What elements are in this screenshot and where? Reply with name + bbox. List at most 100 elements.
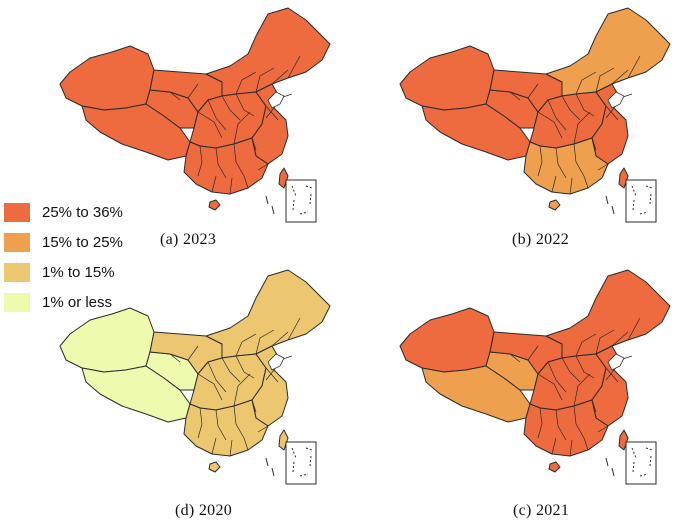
province-border bbox=[251, 399, 257, 413]
province-border bbox=[573, 111, 591, 145]
south-china-sea-inset bbox=[625, 441, 657, 485]
coast-dashes bbox=[605, 195, 615, 215]
province-border bbox=[561, 95, 581, 121]
region-xinjiang bbox=[399, 307, 495, 373]
legend-label: 1% to 15% bbox=[42, 264, 115, 281]
region-north bbox=[545, 269, 671, 359]
province-border bbox=[255, 329, 275, 355]
province-border bbox=[605, 107, 615, 119]
province-border bbox=[597, 163, 609, 171]
province-border bbox=[211, 175, 217, 193]
province-border bbox=[605, 105, 619, 121]
province-border bbox=[555, 147, 567, 179]
province-border bbox=[243, 175, 249, 189]
region-north bbox=[545, 7, 671, 97]
province-border bbox=[537, 407, 543, 439]
province-border bbox=[221, 357, 241, 383]
province-border bbox=[243, 437, 249, 451]
south-china-sea-inset bbox=[625, 179, 657, 223]
province-border bbox=[527, 83, 539, 99]
china-map-2020 bbox=[59, 269, 331, 485]
bohai-bay bbox=[267, 91, 285, 109]
province-border bbox=[229, 177, 233, 195]
province-border bbox=[595, 329, 615, 355]
legend-item-25-36: 25% to 36% bbox=[4, 203, 164, 225]
caption-2022: (b) 2022 bbox=[512, 231, 570, 248]
province-border bbox=[233, 373, 251, 407]
province-border bbox=[197, 407, 203, 439]
region-xinjiang bbox=[59, 45, 155, 111]
province-border bbox=[287, 55, 301, 79]
province-border bbox=[197, 111, 223, 139]
region-xinjiang bbox=[59, 307, 155, 373]
province-border bbox=[271, 69, 289, 85]
province-border bbox=[235, 93, 255, 117]
province-border bbox=[187, 345, 199, 361]
province-border bbox=[257, 425, 269, 433]
region-north bbox=[205, 7, 331, 97]
bohai-bay bbox=[267, 353, 285, 371]
province-border bbox=[509, 353, 521, 363]
legend-label: 15% to 25% bbox=[42, 234, 123, 251]
province-border bbox=[627, 317, 641, 341]
bohai-bay bbox=[607, 91, 625, 109]
province-border bbox=[575, 71, 597, 95]
province-border bbox=[221, 95, 241, 121]
legend-item-1-15: 1% to 15% bbox=[4, 263, 164, 285]
province-border bbox=[583, 437, 589, 451]
province-border bbox=[229, 439, 233, 457]
coast-dashes bbox=[265, 195, 275, 215]
caption-2020: (d) 2020 bbox=[175, 502, 233, 519]
province-border bbox=[627, 55, 641, 79]
legend-item-1-or-less: 1% or less bbox=[4, 293, 164, 315]
region-xinjiang bbox=[399, 45, 495, 111]
province-border bbox=[573, 373, 591, 407]
province-border bbox=[537, 373, 563, 401]
map-panel-2021 bbox=[370, 262, 680, 502]
province-border bbox=[187, 83, 199, 99]
coast-dashes bbox=[265, 457, 275, 477]
island bbox=[208, 199, 221, 211]
legend-swatch bbox=[4, 293, 30, 312]
province-border bbox=[233, 405, 245, 439]
caption-2021: (c) 2021 bbox=[513, 502, 570, 519]
south-china-sea-inset bbox=[285, 441, 317, 485]
province-border bbox=[583, 175, 589, 189]
province-border bbox=[233, 111, 251, 145]
province-border bbox=[207, 99, 227, 131]
province-border bbox=[211, 437, 217, 455]
china-map-2023 bbox=[59, 7, 331, 223]
legend-label: 1% or less bbox=[42, 294, 113, 311]
legend-swatch bbox=[4, 233, 30, 252]
province-border bbox=[235, 355, 255, 379]
province-border bbox=[197, 145, 203, 177]
province-border bbox=[257, 163, 269, 171]
map-panel-2023 bbox=[30, 0, 340, 240]
province-border bbox=[235, 71, 257, 95]
bohai-bay bbox=[607, 353, 625, 371]
island bbox=[208, 461, 221, 473]
province-border bbox=[537, 111, 563, 139]
province-border bbox=[537, 145, 543, 177]
province-border bbox=[509, 91, 521, 101]
province-border bbox=[251, 137, 257, 151]
province-border bbox=[547, 361, 567, 393]
province-border bbox=[575, 333, 597, 357]
map-panel-2020 bbox=[30, 262, 340, 502]
province-border bbox=[287, 317, 301, 341]
province-border bbox=[595, 67, 615, 93]
province-border bbox=[561, 357, 581, 383]
province-border bbox=[551, 175, 557, 193]
province-border bbox=[555, 409, 567, 441]
province-border bbox=[169, 353, 181, 363]
province-border bbox=[611, 69, 629, 85]
province-border bbox=[575, 355, 595, 379]
region-north bbox=[205, 269, 331, 359]
legend-label: 25% to 36% bbox=[42, 204, 123, 221]
province-border bbox=[265, 369, 275, 381]
province-border bbox=[575, 93, 595, 117]
china-map-2021 bbox=[399, 269, 671, 485]
province-border bbox=[573, 143, 585, 177]
province-border bbox=[197, 373, 223, 401]
island bbox=[548, 461, 561, 473]
